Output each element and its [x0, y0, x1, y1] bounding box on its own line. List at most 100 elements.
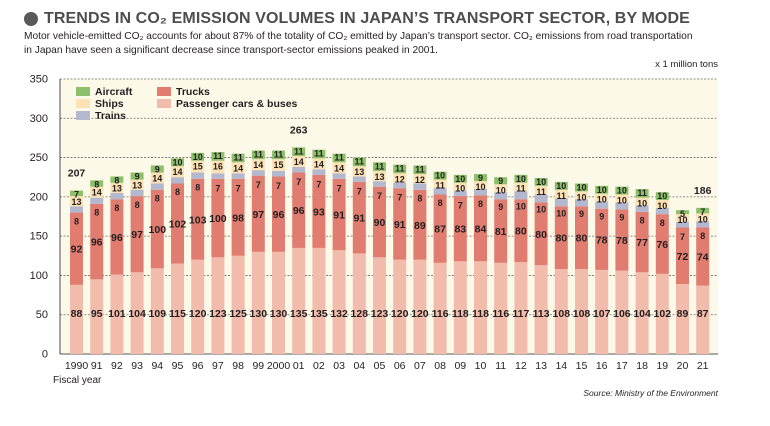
bar-segment-ships: [676, 214, 689, 222]
bar-segment-aircraft: [413, 165, 427, 175]
x-tick-label: 07: [414, 360, 426, 372]
bar-segment-trucks: [251, 175, 265, 252]
bar-segment-passenger-cars-buses: [251, 251, 265, 354]
bar-segment-trucks: [312, 174, 326, 248]
bar-segment-trains: [534, 194, 548, 203]
bar-segment-trains: [211, 173, 225, 179]
bar-segment-ships: [90, 186, 104, 198]
bar-segment-passenger-cars-buses: [453, 261, 467, 354]
aircraft-value-label: 10: [597, 185, 607, 195]
bar-segment-passenger-cars-buses: [312, 247, 326, 354]
source-note: Source: Ministry of the Environment: [583, 388, 718, 398]
bar-segment-trucks: [90, 203, 104, 280]
bar-segment-trucks: [494, 199, 508, 263]
passenger-value-label: 109: [149, 308, 167, 320]
aircraft-value-label: 9: [478, 173, 483, 183]
ships-value-label: 10: [657, 201, 667, 211]
aircraft-value-label: 10: [172, 157, 182, 167]
trains-value-label: 10: [536, 205, 546, 215]
bar-segment-aircraft: [655, 192, 669, 200]
bar-segment-trains: [575, 199, 588, 207]
bar-segment-trucks: [70, 212, 83, 285]
aircraft-value-label: 9: [498, 176, 503, 186]
bar-segment-passenger-cars-buses: [595, 269, 609, 354]
trucks-value-label: 96: [91, 237, 103, 249]
ships-value-label: 11: [536, 187, 546, 197]
passenger-value-label: 120: [391, 308, 409, 320]
y-tick-label: 350: [30, 74, 48, 86]
aircraft-value-label: 10: [576, 183, 586, 193]
bar-segment-aircraft: [433, 171, 447, 180]
aircraft-value-label: 10: [556, 181, 566, 191]
aircraft-value-label: 11: [233, 153, 243, 163]
passenger-value-label: 95: [91, 308, 103, 320]
bar-segment-trucks: [110, 199, 124, 275]
bar-segment-trucks: [595, 208, 609, 270]
legend-label-passenger-cars-buses: Passenger cars & buses: [176, 98, 298, 110]
bar-segment-trucks: [413, 189, 427, 260]
legend-swatch-trains: [76, 111, 90, 120]
ships-value-label: 11: [435, 181, 445, 191]
bar-segment-aircraft: [373, 162, 386, 171]
bar-segment-aircraft: [554, 181, 568, 190]
ships-value-label: 14: [152, 174, 162, 184]
chart-title: TRENDS IN CO₂ EMISSION VOLUMES IN JAPAN’…: [44, 10, 690, 27]
bar-segment-ships: [635, 197, 649, 206]
passenger-value-label: 118: [472, 308, 489, 320]
aircraft-value-label: 10: [193, 152, 203, 162]
bar-segment-trucks: [393, 188, 407, 260]
bar-segment-trains: [150, 183, 164, 190]
trains-value-label: 8: [114, 203, 119, 213]
trucks-value-label: 98: [232, 212, 244, 224]
ships-value-label: 10: [475, 182, 485, 192]
bar-segment-trains: [474, 189, 487, 196]
aircraft-value-label: 11: [254, 150, 264, 160]
aircraft-value-label: 10: [536, 177, 546, 187]
chart-subtitle: Motor vehicle-emitted CO₂ accounts for a…: [24, 30, 746, 58]
bar-segment-trains: [90, 197, 104, 204]
aircraft-value-label: 8: [94, 179, 99, 189]
trucks-value-label: 84: [475, 223, 487, 235]
trains-value-label: 8: [74, 216, 79, 226]
y-tick-label: 0: [42, 349, 48, 361]
bar-segment-aircraft: [130, 172, 144, 180]
trains-value-label: 7: [236, 183, 241, 193]
trains-value-label: 7: [215, 183, 220, 193]
bar-segment-trains: [615, 202, 629, 210]
legend-swatch-ships: [76, 99, 90, 108]
bar-segment-aircraft: [150, 165, 164, 173]
bar-segment-ships: [534, 185, 548, 195]
bar-segment-passenger-cars-buses: [332, 250, 346, 354]
x-tick-label: 05: [374, 360, 386, 372]
legend-swatch-trucks: [157, 87, 171, 96]
aircraft-value-label: 11: [274, 150, 284, 160]
ships-value-label: 13: [374, 172, 384, 182]
total-value-label: 207: [68, 168, 86, 180]
bar-segment-aircraft: [251, 150, 265, 160]
passenger-value-label: 132: [330, 308, 348, 320]
aircraft-value-label: 11: [314, 149, 324, 159]
ships-value-label: 10: [455, 184, 465, 194]
trucks-value-label: 78: [616, 235, 628, 247]
bar-segment-aircraft: [696, 207, 710, 214]
passenger-value-label: 108: [553, 308, 571, 320]
bar-segment-trucks: [514, 199, 528, 263]
bar-segment-trucks: [453, 196, 467, 262]
trains-value-label: 10: [516, 201, 526, 211]
plot-area: [60, 79, 718, 354]
trains-value-label: 9: [498, 202, 503, 212]
passenger-value-label: 130: [270, 308, 288, 320]
bar-segment-trains: [272, 170, 285, 177]
ships-value-label: 11: [516, 184, 526, 194]
bar-segment-passenger-cars-buses: [554, 269, 568, 354]
aircraft-value-label: 8: [114, 175, 119, 185]
ships-value-label: 10: [698, 214, 708, 224]
aircraft-value-label: 5: [680, 209, 685, 219]
trains-value-label: 8: [155, 194, 160, 204]
legend-swatch-aircraft: [76, 87, 90, 96]
bar-segment-ships: [595, 193, 609, 202]
passenger-value-label: 108: [573, 308, 591, 320]
bar-segment-trains: [393, 182, 407, 189]
bar-segment-ships: [150, 172, 164, 184]
x-tick-label: 09: [454, 360, 466, 372]
